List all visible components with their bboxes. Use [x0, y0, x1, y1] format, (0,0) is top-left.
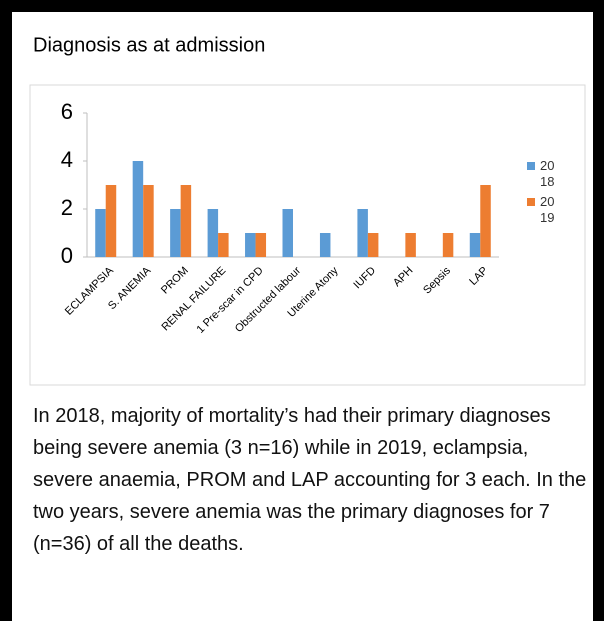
- bar: [245, 233, 256, 257]
- bar: [405, 233, 416, 257]
- paragraph: In 2018, majority of mortality’s had the…: [33, 405, 587, 555]
- y-tick-label: 2: [61, 195, 73, 220]
- x-tick-label: ECLAMPSIA: [63, 264, 116, 317]
- bar: [105, 185, 117, 257]
- y-tick-label: 6: [61, 99, 73, 124]
- bar: [282, 209, 293, 257]
- bar: [180, 185, 192, 257]
- bar: [367, 233, 379, 257]
- x-tick-label: LAP: [467, 265, 490, 288]
- bar: [218, 233, 229, 257]
- x-tick-label: RENAL FAILURE: [160, 265, 229, 334]
- x-tick-label: IUFD: [351, 265, 378, 292]
- x-tick-label: PROM: [159, 265, 191, 297]
- legend-item: 2018: [527, 158, 587, 190]
- bar: [255, 233, 267, 257]
- x-tick-label: Sepsis: [421, 264, 453, 296]
- chart-title: Diagnosis as at admission: [33, 34, 265, 56]
- legend-swatch: [527, 198, 535, 206]
- legend-label: 2019: [540, 194, 555, 225]
- y-tick-label: 0: [61, 243, 73, 268]
- bar: [319, 233, 331, 257]
- bar: [143, 185, 154, 257]
- bar: [95, 209, 106, 257]
- bar: [170, 209, 181, 257]
- y-tick-label: 4: [61, 147, 73, 172]
- legend-label: 2018: [540, 158, 555, 189]
- bar: [132, 161, 144, 257]
- legend: 2018 2019: [527, 158, 587, 230]
- bar: [442, 233, 454, 257]
- chart-border: [29, 84, 586, 386]
- bar: [357, 209, 368, 257]
- x-tick-label: 1 Pre-scar in CPD: [195, 265, 266, 336]
- legend-item: 2019: [527, 194, 587, 226]
- x-tick-label: APH: [391, 265, 416, 290]
- legend-swatch: [527, 162, 535, 170]
- x-tick-label: Obstructed labour: [233, 264, 304, 335]
- bar: [469, 233, 481, 257]
- bar: [480, 185, 491, 257]
- bar: [207, 209, 219, 257]
